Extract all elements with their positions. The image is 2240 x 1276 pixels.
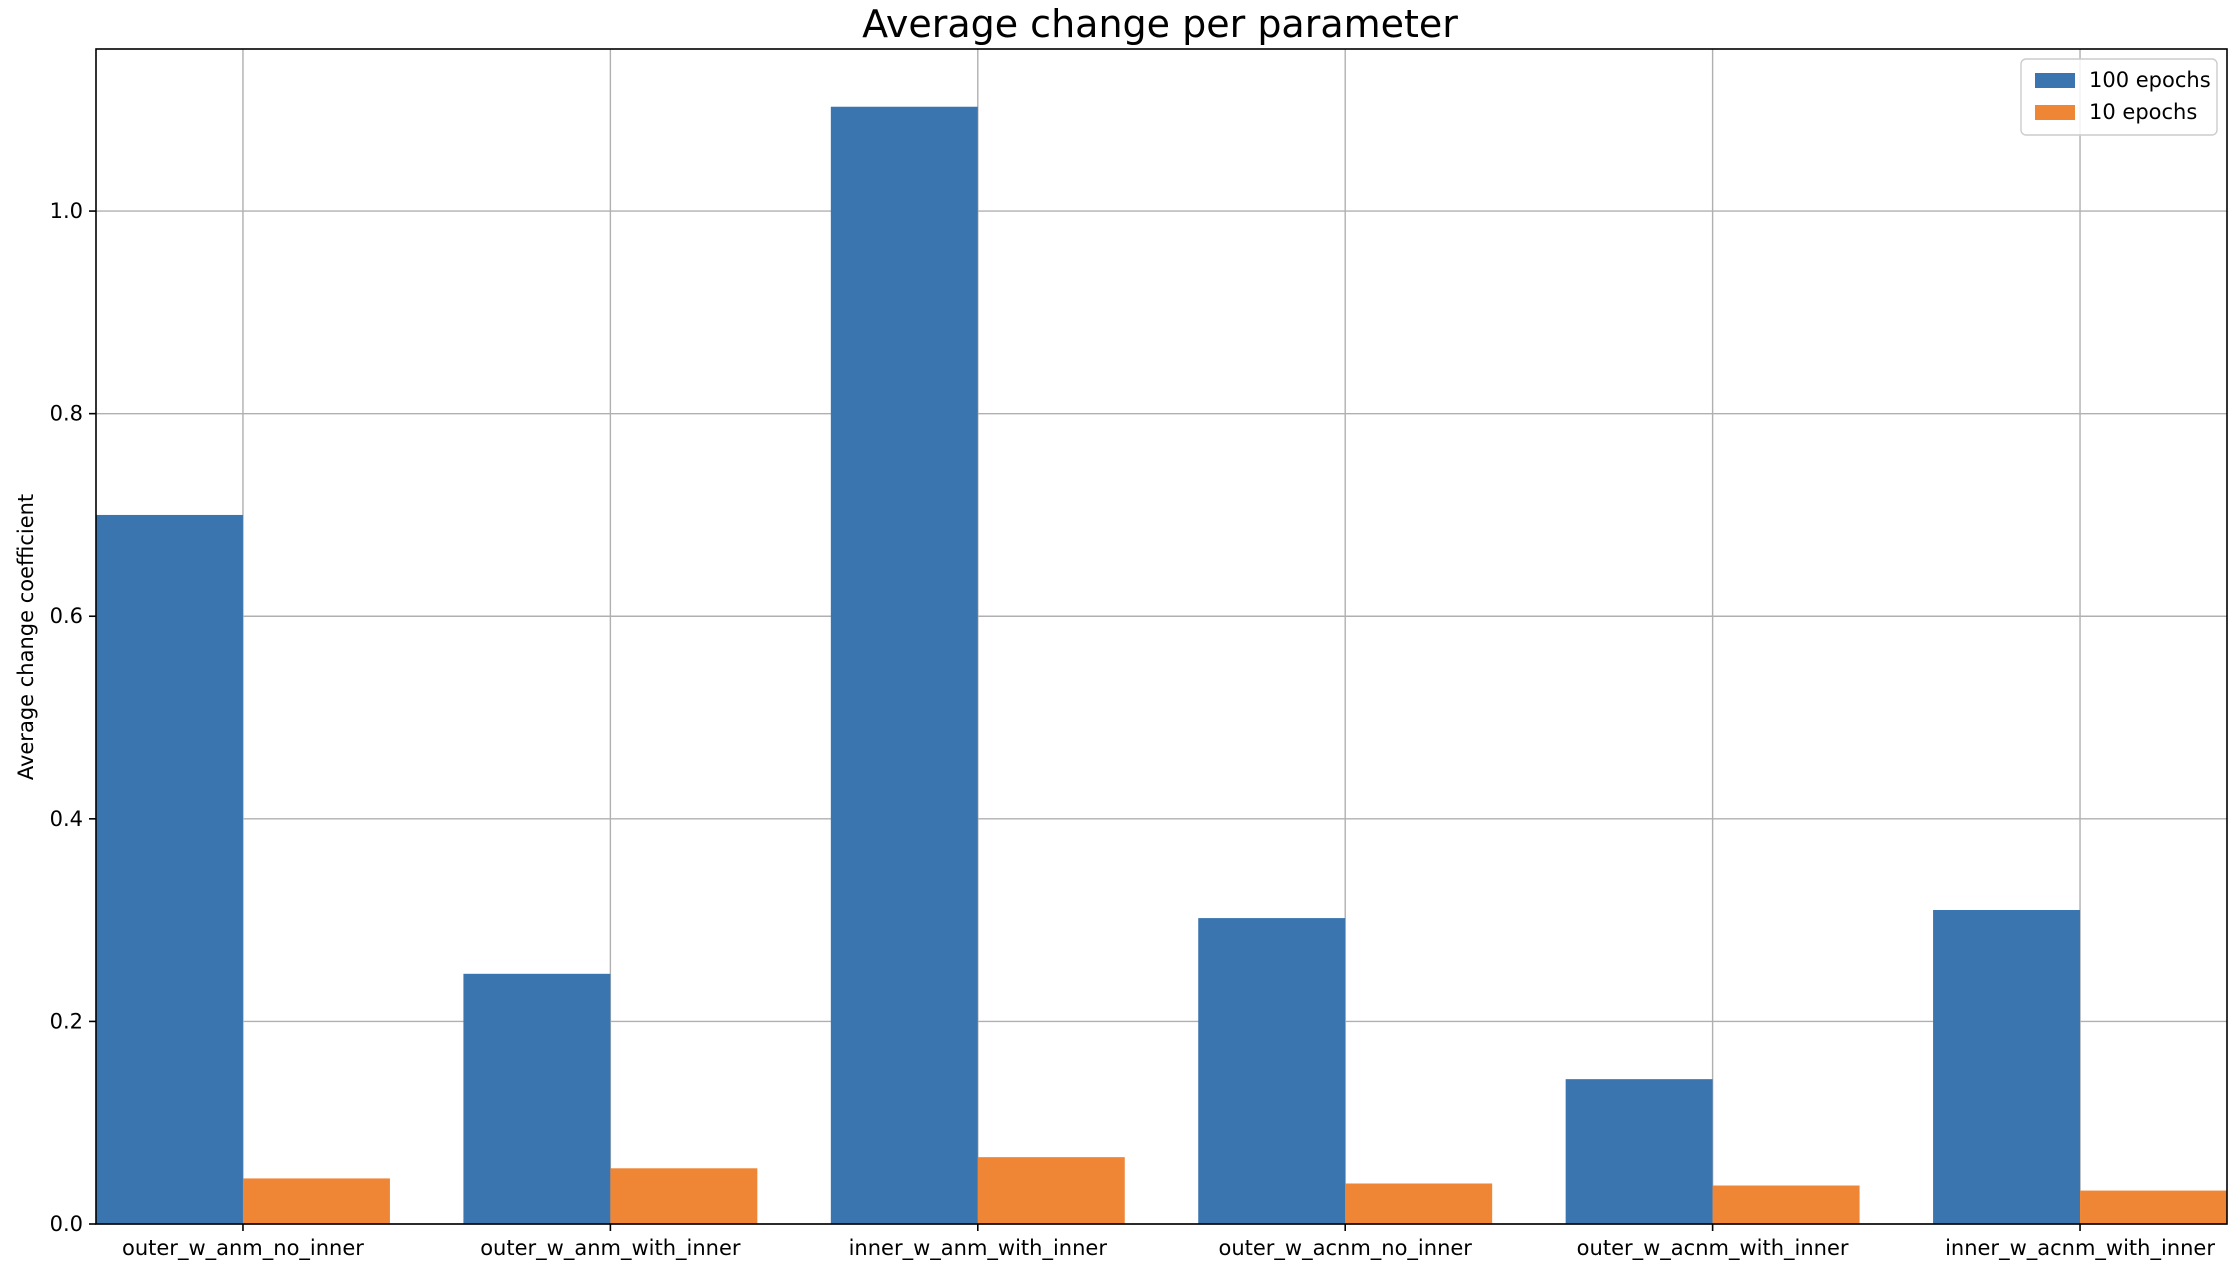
x-tick-label: inner_w_acnm_with_inner [1945, 1236, 2215, 1261]
plot-area-frame [95, 48, 2228, 1225]
bar-series-2-5 [2080, 1190, 2227, 1224]
bar-series-1-5 [1933, 909, 2081, 1224]
bar-series-1-0 [96, 514, 243, 1224]
x-tick-label: outer_w_acnm_with_inner [1577, 1236, 1849, 1261]
bar-series-2-1 [610, 1168, 758, 1224]
ticks: 0.0 0.2 0.4 0.6 0.8 1.0 outer_w_anm_no_inner ou… [50, 199, 2216, 1261]
x-tick-label: inner_w_anm_with_inner [849, 1236, 1108, 1261]
x-tick-label: outer_w_anm_with_inner [480, 1236, 741, 1261]
grid [96, 49, 2227, 1225]
bar-series-1-4 [1565, 1079, 1713, 1224]
y-tick-label: 0.4 [50, 807, 83, 831]
legend-label: 10 epochs [2089, 100, 2197, 124]
y-tick-label: 0.0 [50, 1212, 83, 1236]
chart-title: Average change per parameter [862, 2, 1458, 46]
legend-swatch [2035, 105, 2075, 120]
y-axis-label: Average change coefficient [14, 494, 38, 780]
bar-series-2-0 [242, 1178, 390, 1224]
bar-series-2-3 [1345, 1183, 1493, 1224]
y-tick-label: 0.2 [50, 1009, 83, 1033]
legend-label: 100 epochs [2089, 68, 2211, 92]
y-tick-label: 1.0 [50, 199, 83, 223]
bar-series-1-2 [830, 106, 978, 1225]
y-tick-label: 0.8 [50, 402, 83, 426]
bar-series-1-3 [1198, 918, 1346, 1224]
bars [96, 106, 2227, 1225]
y-tick-label: 0.6 [50, 604, 83, 628]
x-tick-label: outer_w_acnm_no_inner [1218, 1236, 1472, 1261]
bar-series-2-4 [1712, 1185, 1860, 1224]
legend: 100 epochs 10 epochs [2020, 58, 2218, 136]
bar-series-2-2 [977, 1157, 1125, 1224]
bar-series-1-1 [463, 973, 611, 1224]
legend-swatch [2035, 73, 2075, 88]
x-tick-label: outer_w_anm_no_inner [122, 1236, 364, 1261]
